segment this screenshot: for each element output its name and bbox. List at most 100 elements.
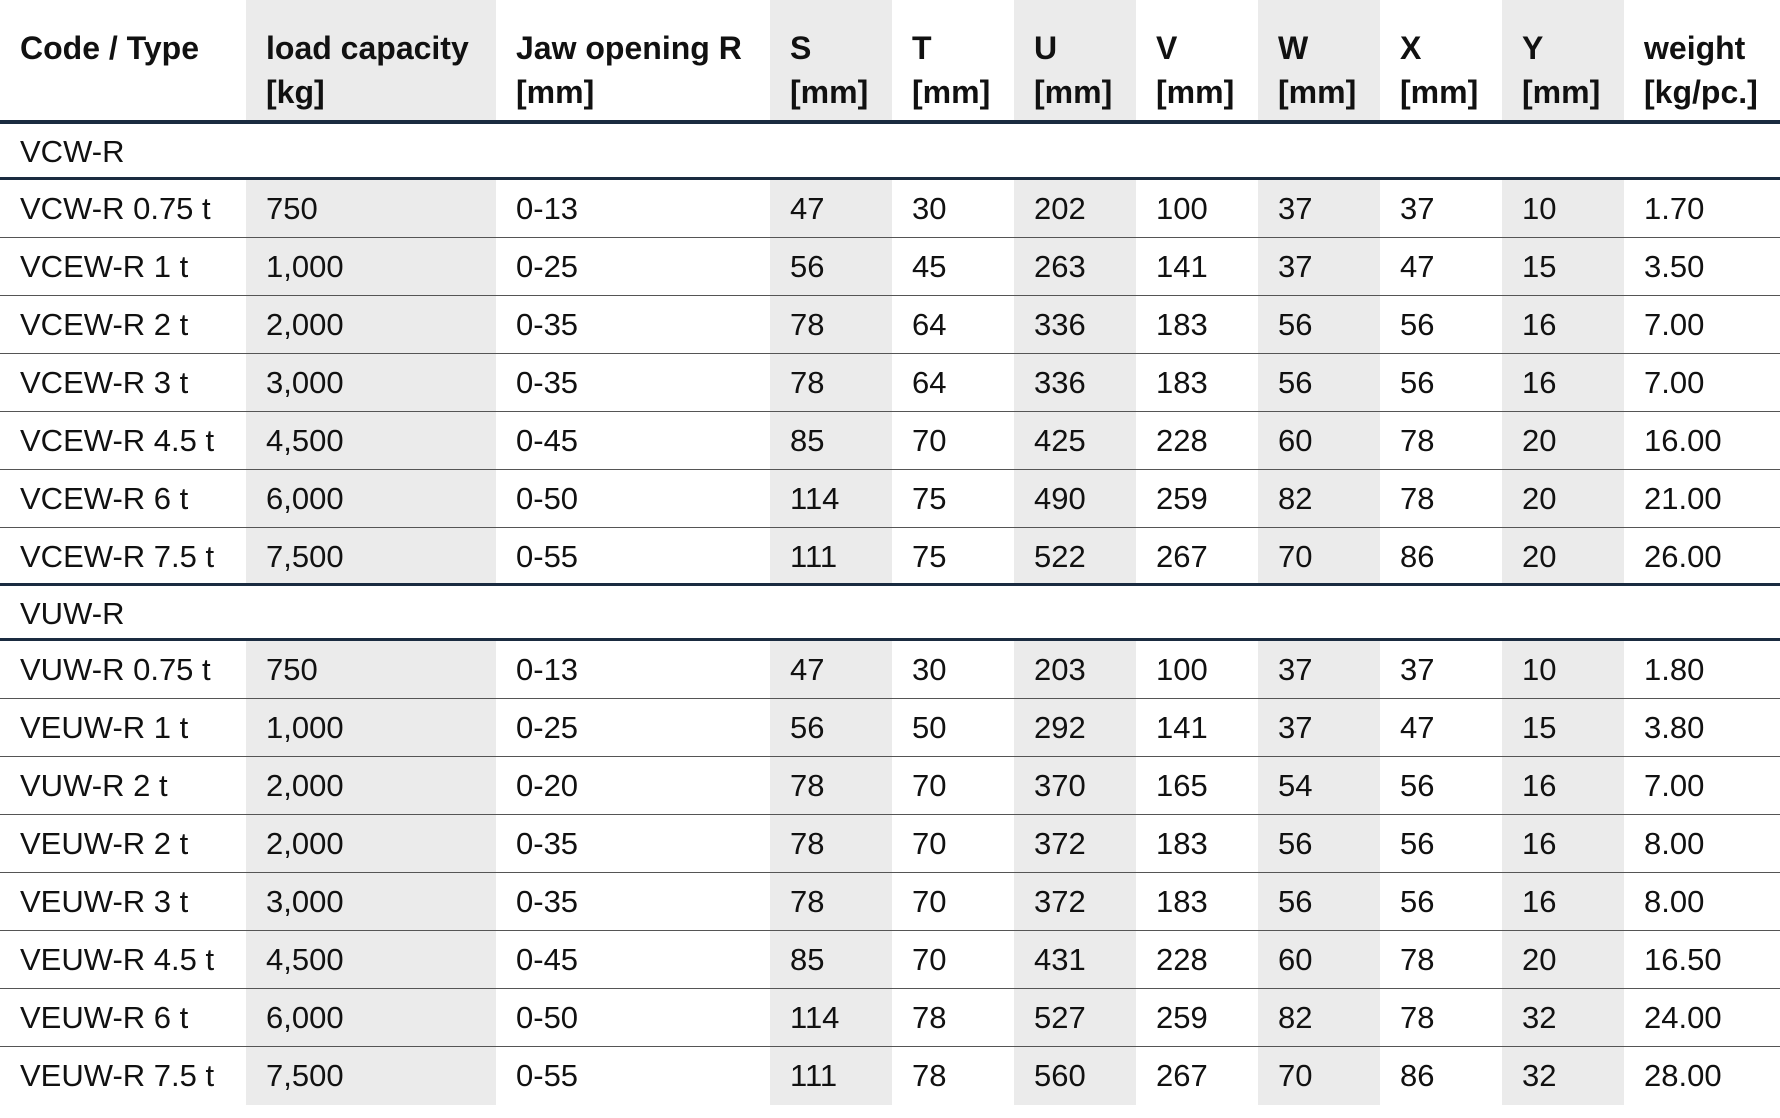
column-header-title: Code / Type	[20, 30, 199, 66]
table-cell: 56	[1258, 815, 1380, 872]
table-cell: 78	[1400, 423, 1435, 458]
table-row: VCW-R 0.75 t 750 0-13 47 30 202 100 37 37 10 1.70	[0, 180, 1780, 238]
column-header: W [mm]	[1258, 0, 1380, 120]
table-cell: 7,500	[246, 528, 496, 583]
table-cell: 56	[1400, 884, 1435, 919]
table-cell: 0-50	[516, 1000, 579, 1035]
table-cell: 70	[912, 884, 947, 919]
table-cell: 183	[1156, 307, 1208, 342]
column-header: Jaw opening R [mm]	[496, 0, 770, 120]
table-cell: 0-35	[516, 884, 579, 919]
table-cell: 0-50	[516, 481, 579, 516]
table-cell: 21.00	[1644, 481, 1722, 516]
table-cell: 0-35	[516, 307, 579, 342]
table-cell: 28.00	[1644, 1058, 1722, 1093]
table-cell: 8.00	[1644, 826, 1705, 861]
table-cell: 56	[1400, 768, 1435, 803]
table-cell: 141	[1156, 710, 1208, 745]
table-cell: 0-25	[516, 710, 579, 745]
table-cell: 7.00	[1644, 307, 1705, 342]
column-header-unit: [kg/pc.]	[1644, 74, 1758, 110]
table-row: VCEW-R 6 t 6,000 0-50 114 75 490 259 82 78 20 21.0…	[0, 470, 1780, 528]
table-row: VEUW-R 3 t 3,000 0-35 78 70 372 183 56 56 16 8.00	[0, 873, 1780, 931]
column-header: load capacity [kg]	[246, 0, 496, 120]
table-row: VCEW-R 2 t 2,000 0-35 78 64 336 183 56 56 16 7.00	[0, 296, 1780, 354]
table-cell: 16	[1502, 296, 1624, 353]
table-cell: 78	[1400, 942, 1435, 977]
table-row: VEUW-R 2 t 2,000 0-35 78 70 372 183 56 56 16 8.00	[0, 815, 1780, 873]
column-header: T [mm]	[892, 0, 1014, 120]
table-cell: 1,000	[246, 238, 496, 295]
table-cell: 16.50	[1644, 942, 1722, 977]
column-header-title: weight	[1644, 30, 1746, 66]
product-code-cell: VEUW-R 6 t	[20, 1000, 189, 1035]
table-cell: 56	[1400, 307, 1435, 342]
table-cell: 78	[1400, 481, 1435, 516]
table-cell: 24.00	[1644, 1000, 1722, 1035]
table-cell: 70	[912, 423, 947, 458]
table-cell: 20	[1502, 470, 1624, 527]
table-cell: 114	[770, 989, 892, 1046]
table-cell: 527	[1014, 989, 1136, 1046]
table-cell: 114	[770, 470, 892, 527]
table-cell: 16	[1502, 873, 1624, 930]
table-cell: 75	[912, 539, 947, 574]
column-header: Y [mm]	[1502, 0, 1624, 120]
table-cell: 372	[1014, 815, 1136, 872]
table-row: VCEW-R 1 t 1,000 0-25 56 45 263 141 37 47 15 3.50	[0, 238, 1780, 296]
column-header-unit: [mm]	[1034, 74, 1113, 110]
table-cell: 292	[1014, 699, 1136, 756]
table-cell: 64	[912, 365, 947, 400]
column-header: S [mm]	[770, 0, 892, 120]
table-cell: 336	[1014, 296, 1136, 353]
column-header-title: V	[1156, 30, 1178, 66]
table-cell: 56	[1400, 826, 1435, 861]
table-cell: 7,500	[246, 1047, 496, 1105]
table-cell: 3,000	[246, 354, 496, 411]
table-cell: 16	[1502, 354, 1624, 411]
table-cell: 228	[1156, 423, 1208, 458]
table-cell: 45	[912, 249, 947, 284]
table-cell: 70	[912, 826, 947, 861]
table-cell: 20	[1502, 412, 1624, 469]
table-cell: 0-45	[516, 423, 579, 458]
table-cell: 70	[912, 768, 947, 803]
table-cell: 100	[1156, 652, 1208, 687]
table-cell: 0-20	[516, 768, 579, 803]
product-code-cell: VEUW-R 3 t	[20, 884, 189, 919]
table-cell: 78	[912, 1058, 947, 1093]
table-row: VEUW-R 7.5 t 7,500 0-55 111 78 560 267 70 86 32 28…	[0, 1047, 1780, 1105]
table-cell: 78	[912, 1000, 947, 1035]
table-cell: 372	[1014, 873, 1136, 930]
table-cell: 37	[1400, 191, 1435, 226]
table-row: VUW-R 0.75 t 750 0-13 47 30 203 100 37 37 10 1.80	[0, 641, 1780, 699]
table-cell: 78	[770, 873, 892, 930]
table-cell: 3,000	[246, 873, 496, 930]
table-cell: 16	[1502, 815, 1624, 872]
table-cell: 0-45	[516, 942, 579, 977]
table-cell: 47	[770, 641, 892, 698]
table-row: VUW-R 2 t 2,000 0-20 78 70 370 165 54 56 16 7.00	[0, 757, 1780, 815]
table-cell: 165	[1156, 768, 1208, 803]
table-cell: 70	[1258, 528, 1380, 583]
table-cell: 1.80	[1644, 652, 1705, 687]
table-cell: 1.70	[1644, 191, 1705, 226]
column-header-unit: [mm]	[912, 74, 991, 110]
table-cell: 111	[770, 1047, 892, 1105]
table-cell: 750	[246, 180, 496, 237]
table-cell: 259	[1156, 481, 1208, 516]
table-cell: 37	[1258, 641, 1380, 698]
group-header: VCW-R	[0, 124, 1780, 180]
table-cell: 267	[1156, 539, 1208, 574]
column-header-title: T	[912, 30, 932, 66]
product-code-cell: VEUW-R 4.5 t	[20, 942, 215, 977]
product-code-cell: VUW-R 2 t	[20, 768, 168, 803]
table-cell: 75	[912, 481, 947, 516]
column-header-unit: [kg]	[266, 74, 325, 110]
column-header: Code / Type	[0, 0, 246, 120]
group-title: VCW-R	[20, 134, 125, 169]
column-header: weight [kg/pc.]	[1624, 0, 1780, 120]
column-header-title: S	[790, 30, 812, 66]
table-cell: 202	[1014, 180, 1136, 237]
product-code-cell: VCEW-R 2 t	[20, 307, 189, 342]
